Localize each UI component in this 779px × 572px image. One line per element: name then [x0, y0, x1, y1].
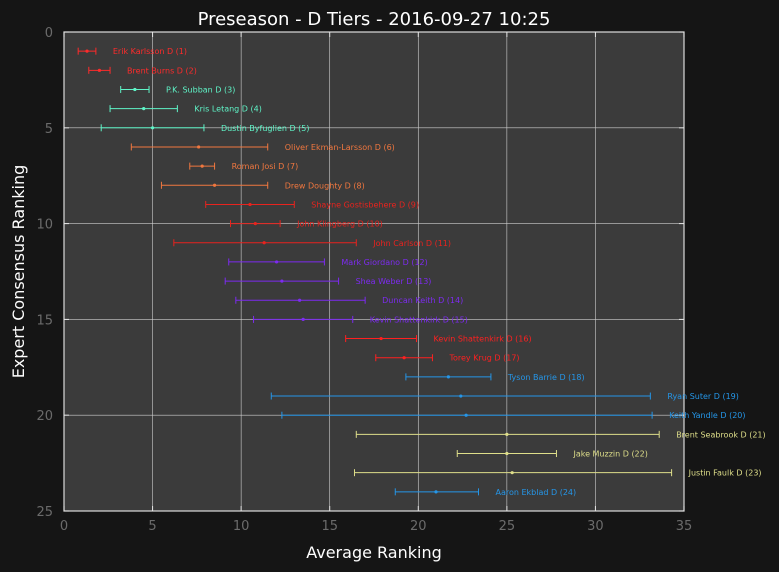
x-tick-label: 5 [148, 519, 156, 534]
point-label: Kevin Shattenkirk D (15) [370, 315, 468, 324]
data-point [97, 68, 102, 72]
y-tick-label: 25 [36, 505, 53, 520]
point-label: John Carlson D (11) [372, 239, 451, 248]
x-tick-label: 10 [233, 519, 250, 534]
player-errorbar-group: Oliver Ekman-Larsson D (6) [130, 143, 395, 152]
player-errorbar-group: Jake Muzzin D (22) [456, 450, 648, 459]
player-errorbar-group: Keith Yandle D (20) [281, 411, 746, 420]
data-point [510, 471, 514, 475]
x-tick-label: 20 [410, 519, 427, 534]
player-errorbar-group: Justin Faulk D (23) [354, 469, 762, 478]
player-errorbar-group: Aaron Ekblad D (24) [394, 488, 577, 497]
point-label: Erik Karlsson D (1) [113, 47, 187, 56]
data-point [274, 260, 279, 264]
data-point [150, 126, 155, 130]
x-axis-label: Average Ranking [306, 543, 442, 562]
x-tick-label: 15 [321, 519, 338, 534]
y-tick-label: 20 [36, 409, 53, 424]
point-label: Oliver Ekman-Larsson D (6) [285, 143, 395, 152]
player-errorbar-group: P.K. Subban D (3) [120, 85, 235, 94]
player-errorbar-group: John Carlson D (11) [173, 239, 451, 248]
data-point [262, 241, 266, 245]
point-label: Jake Muzzin D (22) [572, 450, 647, 459]
x-tick-label: 30 [587, 519, 604, 534]
point-label: Mark Giordano D (12) [341, 258, 427, 267]
point-label: Aaron Ekblad D (24) [496, 488, 577, 497]
point-label: Kris Letang D (4) [194, 105, 261, 114]
player-errorbar-group: Tyson Barrie D (18) [405, 373, 585, 382]
point-label: Brent Seabrook D (21) [676, 430, 765, 439]
point-label: Shayne Gostisbehere D (9) [311, 200, 419, 209]
x-tick-label: 25 [499, 519, 516, 534]
data-point [434, 490, 438, 494]
data-point [280, 279, 284, 283]
data-point [505, 451, 509, 456]
player-errorbar-group: Torey Krug D (17) [375, 354, 520, 363]
data-point [248, 202, 252, 207]
data-point [505, 432, 509, 436]
point-label: Roman Josi D (7) [232, 162, 299, 171]
y-tick-label: 10 [36, 218, 53, 233]
y-tick-label: 5 [45, 122, 53, 137]
player-errorbar-group: Brent Seabrook D (21) [355, 430, 766, 439]
player-errorbar-group: Ryan Suter D (19) [270, 392, 739, 401]
player-errorbar-group: Mark Giordano D (12) [228, 258, 428, 267]
player-errorbar-group: Brent Burns D (2) [88, 66, 197, 75]
player-errorbar-group: Duncan Keith D (14) [235, 296, 463, 305]
player-errorbar-group: John Klingberg D (10) [230, 220, 383, 229]
point-label: Shea Weber D (13) [356, 277, 432, 286]
point-label: John Klingberg D (10) [296, 220, 383, 229]
plot-area [63, 31, 685, 512]
player-errorbar-group: Drew Doughty D (8) [160, 181, 365, 190]
point-label: Kevin Shattenkirk D (16) [434, 335, 532, 344]
data-point [379, 336, 383, 341]
x-tick-label: 35 [676, 519, 693, 534]
point-label: Justin Faulk D (23) [688, 469, 762, 478]
data-point [197, 145, 201, 149]
y-axis-label: Expert Consensus Ranking [9, 165, 28, 379]
data-point [85, 49, 89, 53]
chart-title: Preseason - D Tiers - 2016-09-27 10:25 [198, 9, 551, 30]
data-point [142, 107, 146, 111]
axis-ticks: 0 5 10 15 20 25 30 35 0 5 10 15 20 25 [36, 26, 692, 534]
point-label: P.K. Subban D (3) [166, 85, 235, 94]
series: Erik Karlsson D (1) Brent Burns D (2) P.K.… [77, 47, 766, 497]
data-point [212, 183, 217, 187]
data-point [464, 413, 468, 417]
player-errorbar-group: Kevin Shattenkirk D (16) [345, 335, 532, 344]
grid [63, 31, 685, 512]
player-errorbar-group: Dustin Byfuglien D (5) [100, 124, 310, 133]
point-label: Duncan Keith D (14) [382, 296, 463, 305]
x-tick-label: 0 [60, 519, 68, 534]
point-label: Keith Yandle D (20) [669, 411, 745, 420]
point-label: Torey Krug D (17) [448, 354, 519, 363]
y-tick-label: 0 [45, 26, 53, 41]
point-label: Dustin Byfuglien D (5) [221, 124, 310, 133]
player-errorbar-group: Roman Josi D (7) [189, 162, 299, 171]
player-errorbar-group: Shea Weber D (13) [224, 277, 432, 286]
data-point [459, 394, 463, 398]
point-label: Tyson Barrie D (18) [507, 373, 585, 382]
point-label: Brent Burns D (2) [127, 66, 197, 75]
player-errorbar-group: Kevin Shattenkirk D (15) [253, 315, 468, 324]
point-label: Ryan Suter D (19) [667, 392, 739, 401]
data-point [301, 317, 305, 321]
data-point [253, 222, 257, 226]
point-label: Drew Doughty D (8) [285, 181, 365, 190]
y-tick-label: 15 [36, 313, 53, 328]
data-point [446, 375, 450, 379]
data-point [200, 164, 204, 168]
data-point [298, 298, 302, 302]
player-errorbar-group: Shayne Gostisbehere D (9) [205, 200, 419, 209]
data-point [133, 87, 137, 92]
player-errorbar-group: Kris Letang D (4) [109, 105, 262, 114]
data-point [402, 356, 406, 360]
player-errorbar-group: Erik Karlsson D (1) [77, 47, 187, 56]
